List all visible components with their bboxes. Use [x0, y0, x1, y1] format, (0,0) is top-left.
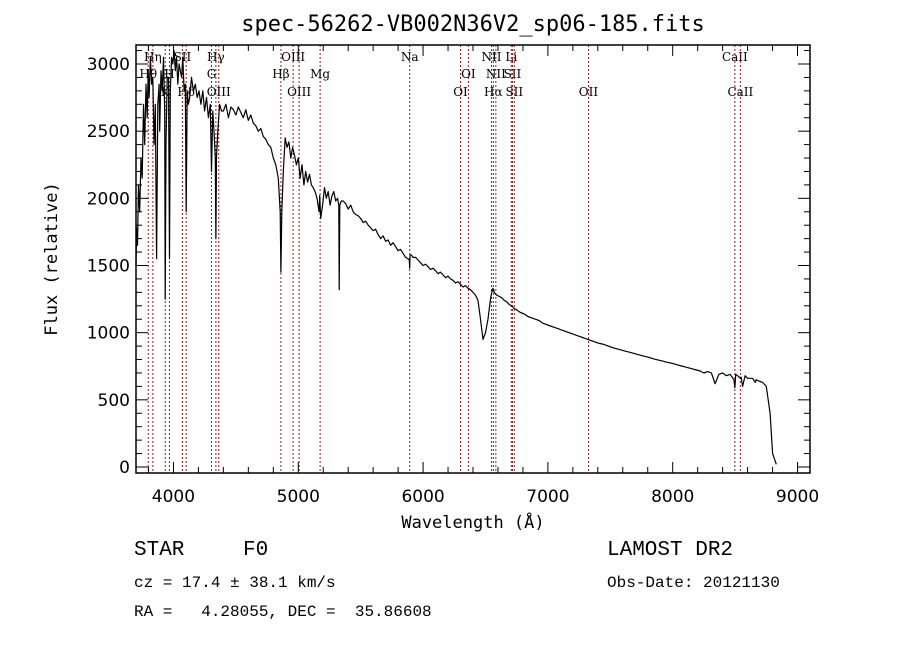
- spectral-line-label: Hβ: [272, 67, 289, 81]
- spectral-line-label: SII: [505, 85, 523, 99]
- spectral-subclass: F0: [243, 539, 269, 562]
- survey-name: LAMOST DR2: [607, 539, 734, 562]
- object-class: STAR: [134, 539, 185, 562]
- plot-frame: [135, 44, 811, 474]
- redshift-line: cz = 17.4 ± 38.1 km/s: [134, 574, 336, 592]
- spectral-line-label: OII: [579, 85, 599, 99]
- spectral-line-label: OI: [453, 85, 468, 99]
- coordinates: RA = 4.28055, DEC = 35.86608: [134, 603, 432, 621]
- x-tick-label: 9000: [776, 487, 819, 507]
- x-axis-label: Wavelength (Å): [401, 511, 544, 533]
- spectral-line-label: Na: [401, 50, 419, 64]
- axis-ticks: 4000 5000 6000 7000 8000 9000 0 500 1000 1500 2000…: [87, 45, 819, 507]
- spectral-line-label: Li: [505, 50, 517, 64]
- y-tick-label: 3000: [87, 55, 130, 75]
- spectral-line-label: Mg: [310, 67, 330, 81]
- x-tick-label: 5000: [277, 487, 320, 507]
- y-tick-label: 500: [98, 391, 130, 411]
- spectral-line-label: H: [164, 67, 174, 81]
- spectral-line-label: OIII: [281, 50, 305, 64]
- y-tick-label: 1500: [87, 257, 130, 277]
- spectral-line-label: OIII: [287, 85, 311, 99]
- x-tick-label: 8000: [651, 487, 694, 507]
- spectral-line-label: CaII: [722, 50, 748, 64]
- spectral-line-label: Hη: [144, 50, 162, 64]
- spectral-line-label: K: [161, 85, 171, 99]
- line-markers: HηHθKHSIIHδHγGOIIIHβOIIIOIIIMgNaOIOINIIH…: [139, 45, 754, 473]
- obs-date: Obs-Date: 20121130: [607, 574, 780, 592]
- spectral-line-label: SII: [504, 67, 522, 81]
- x-tick-label: 7000: [526, 487, 569, 507]
- x-tick-label: 6000: [401, 487, 444, 507]
- chart-title: spec-56262-VB002N36V2_sp06-185.fits: [241, 12, 705, 37]
- spectral-line-label: Hγ: [207, 50, 225, 64]
- x-tick-label: 4000: [152, 487, 195, 507]
- y-tick-label: 1000: [87, 324, 130, 344]
- spectral-line-label: CaII: [727, 85, 753, 99]
- y-tick-label: 2500: [87, 122, 130, 142]
- y-tick-label: 2000: [87, 189, 130, 209]
- spectral-line-label: OI: [461, 67, 476, 81]
- y-tick-label: 0: [119, 458, 130, 478]
- spectral-line-label: Hα: [484, 85, 503, 99]
- spectral-line-label: OIII: [207, 85, 231, 99]
- spectral-line-label: NII: [481, 50, 501, 64]
- spectral-line-label: G: [207, 67, 217, 81]
- spectral-line-label: NII: [486, 67, 506, 81]
- y-axis-label: Flux (relative): [42, 182, 62, 336]
- spectrum-line: [135, 50, 777, 465]
